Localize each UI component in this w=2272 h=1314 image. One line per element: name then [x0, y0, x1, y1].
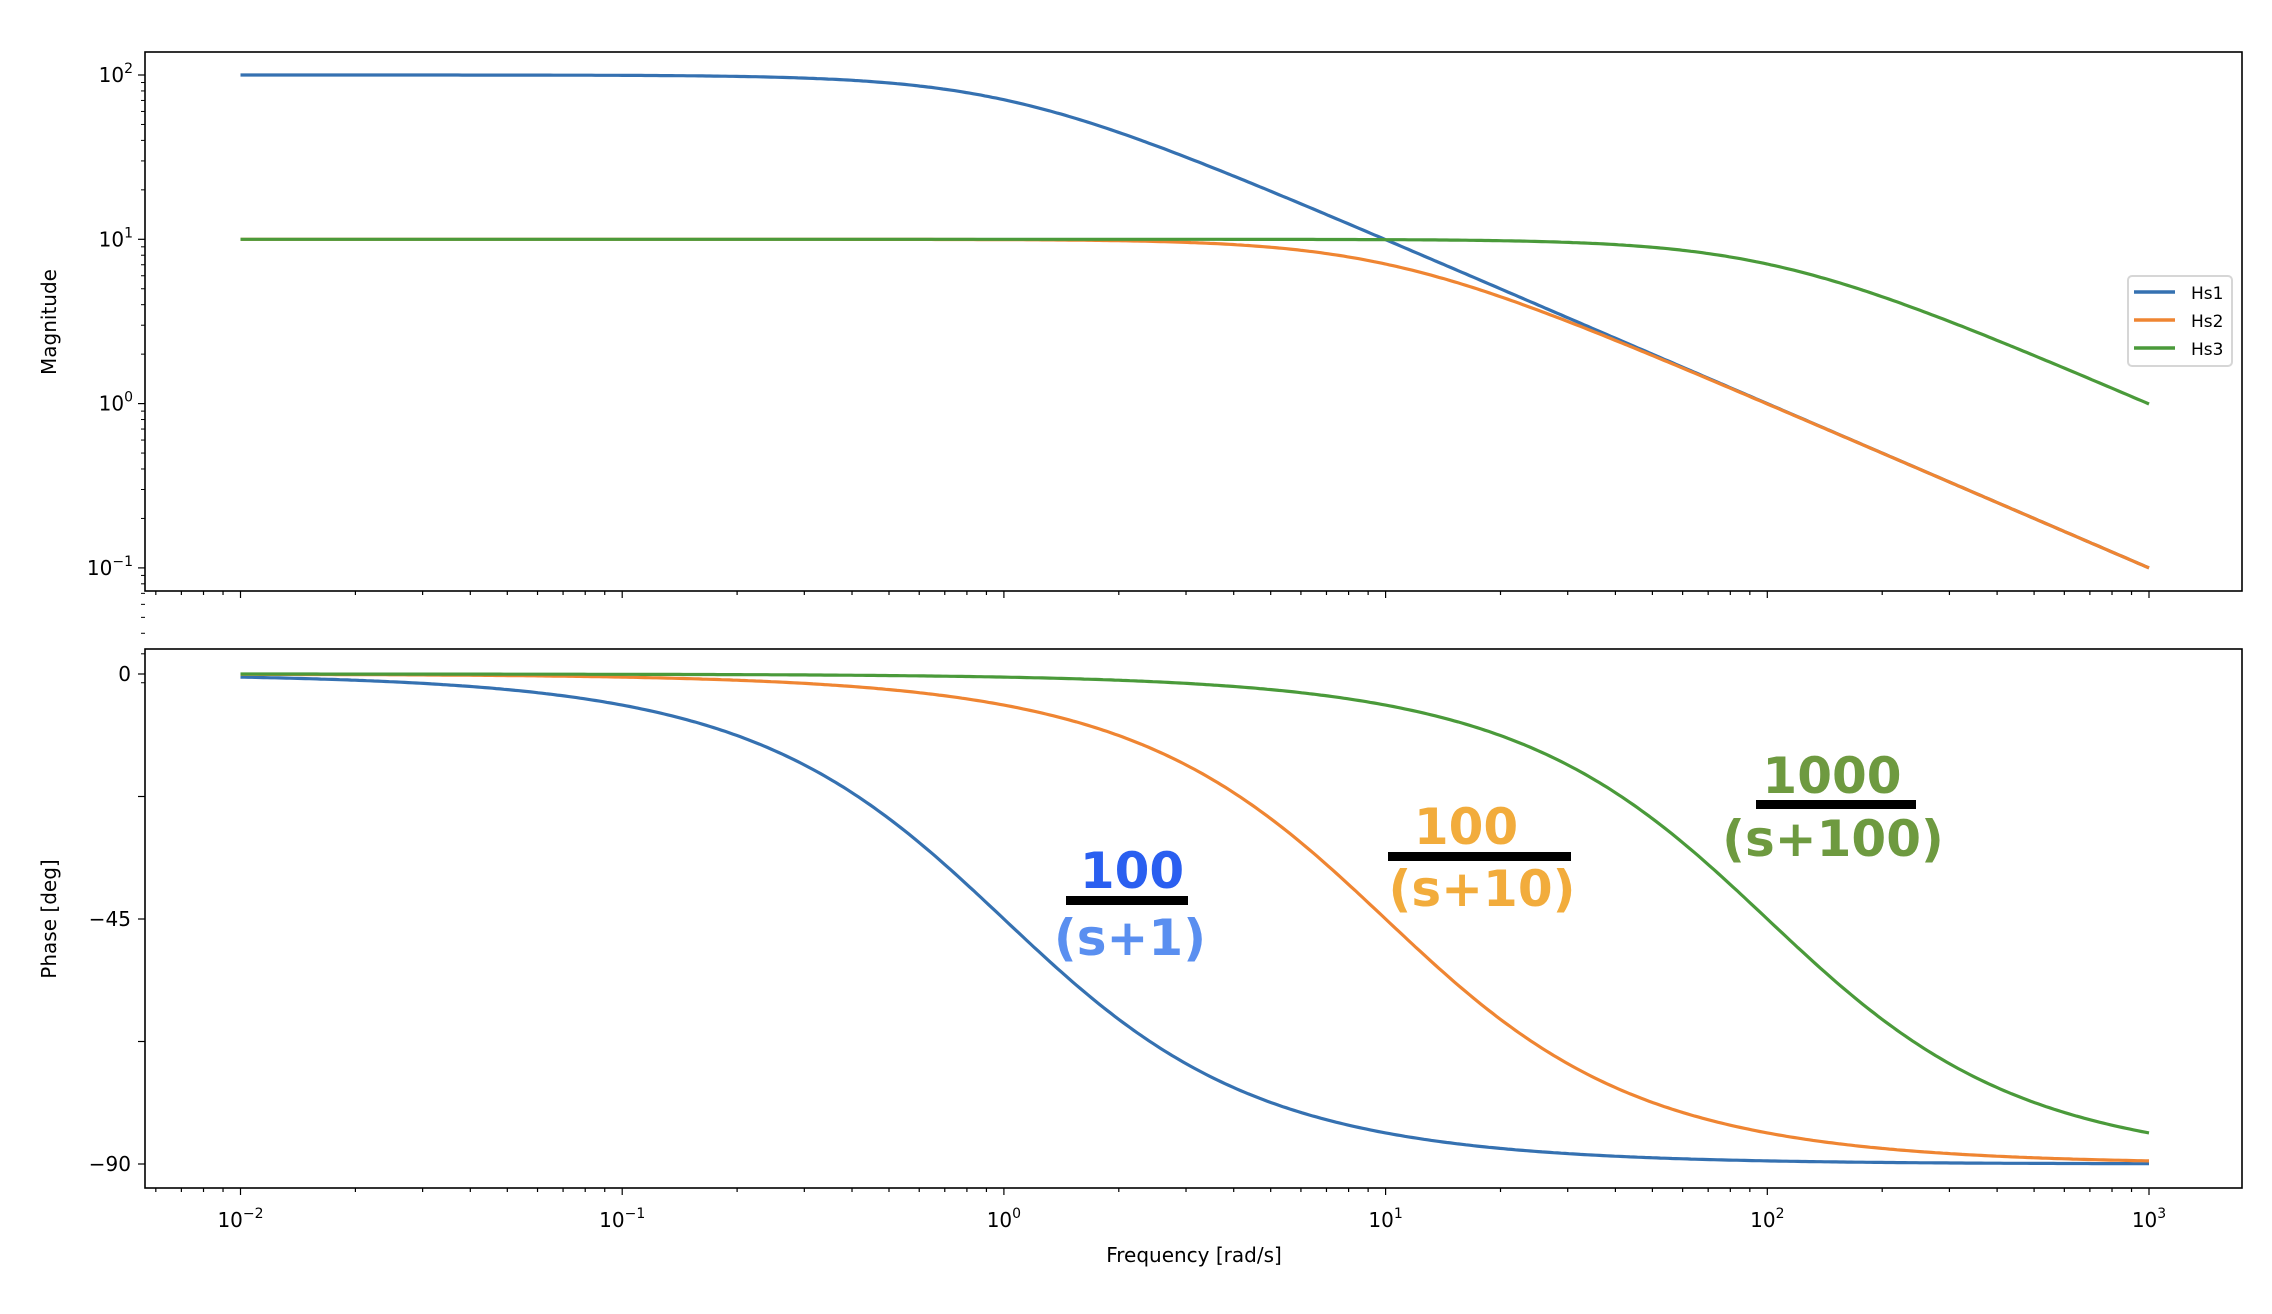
phase-line-hs3: [240, 672, 2150, 1135]
annotation-hs3-numerator: 1000: [1762, 747, 1901, 805]
annotation-hs2: 100 (s+10): [1388, 798, 1575, 918]
phase-line-hs1: [240, 675, 2149, 1166]
legend-label-hs2: Hs2: [2191, 312, 2223, 332]
legend: Hs1 Hs2 Hs3: [2127, 275, 2233, 367]
annotation-hs1-numerator: 100: [1080, 842, 1184, 900]
annotation-hs1-denominator: (s+1): [1054, 909, 1206, 967]
legend-label-hs3: Hs3: [2191, 340, 2223, 360]
legend-label-hs1: Hs1: [2191, 284, 2223, 304]
annotation-hs1-fraction-bar: [1066, 896, 1188, 905]
annotation-hs2-numerator: 100: [1414, 798, 1518, 856]
y-tick-label: 0: [118, 662, 131, 686]
annotation-hs1: 100 (s+1): [1054, 842, 1206, 967]
magnitude-ylabel: Magnitude: [37, 269, 61, 375]
phase-line-hs2: [240, 672, 2150, 1163]
magnitude-line-hs1: [240, 73, 2150, 570]
y-tick-label: 100: [99, 390, 133, 416]
annotation-hs2-fraction-bar: [1388, 852, 1571, 861]
x-axis-label: Frequency [rad/s]: [1106, 1243, 1282, 1267]
axes-frame: [144, 51, 2243, 592]
x-tick-label: 10−1: [599, 1206, 645, 1232]
x-tick-label: 10−2: [217, 1206, 263, 1232]
x-tick-label: 102: [1750, 1206, 1784, 1232]
magnitude-axes: 102 101 100 10−1: [87, 51, 2243, 684]
annotation-hs3-denominator: (s+100): [1722, 810, 1944, 868]
y-tick-label: 101: [99, 225, 133, 251]
y-tick-label: 10−1: [87, 554, 133, 580]
x-tick-label: 101: [1368, 1206, 1402, 1232]
y-tick-label: 102: [99, 61, 133, 87]
y-tick-label: −45: [89, 907, 131, 931]
y-tick-label: −90: [89, 1152, 131, 1176]
annotation-hs3: 1000 (s+100): [1722, 747, 1944, 868]
x-tick-label: 103: [2132, 1206, 2166, 1232]
annotation-hs2-denominator: (s+10): [1389, 860, 1576, 918]
magnitude-line-hs3: [240, 237, 2150, 406]
x-tick-label: 100: [987, 1206, 1021, 1232]
phase-axes: 0 −45 −90 10−2 10−1 100 101 102 103: [89, 648, 2243, 1232]
phase-ylabel: Phase [deg]: [37, 859, 61, 978]
annotation-hs3-fraction-bar: [1756, 800, 1916, 809]
